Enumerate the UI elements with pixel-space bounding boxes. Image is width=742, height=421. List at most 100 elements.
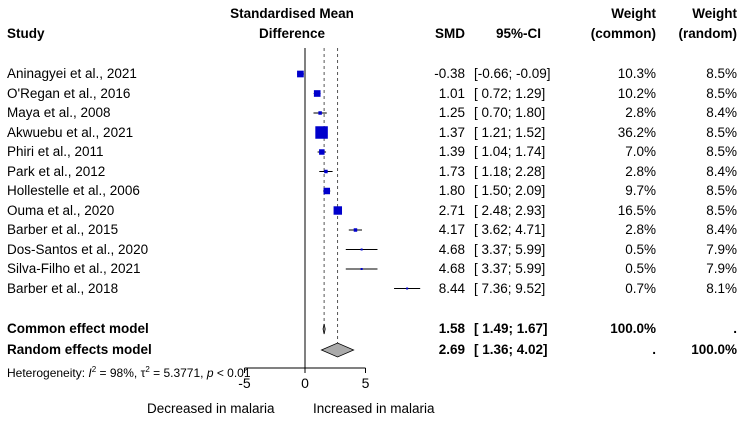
common-weight-common: 100.0%	[610, 321, 656, 336]
study-square	[360, 248, 363, 251]
study-smd: 1.80	[438, 183, 465, 198]
study-name: Phiri et al., 2011	[7, 144, 104, 159]
study-weight-random: 8.5%	[706, 202, 737, 218]
study-ci: [ 0.72; 1.29]	[474, 85, 546, 101]
study-weight-common: 10.3%	[617, 66, 656, 81]
study-ci: [ 3.37; 5.99]	[474, 261, 546, 276]
header-ci: 95%-CI	[495, 26, 541, 41]
header-plot-line1: Standardised Mean	[230, 6, 354, 21]
common-effect-diamond	[322, 323, 326, 335]
study-smd: 8.44	[438, 280, 465, 296]
study-smd: 1.39	[438, 144, 465, 159]
study-ci: [ 7.36; 9.52]	[474, 280, 546, 296]
study-smd: 4.68	[438, 261, 465, 276]
i2-value: = 98%,	[96, 366, 141, 380]
study-square	[318, 111, 322, 115]
study-name: Maya et al., 2008	[7, 105, 111, 120]
random-weight-random: 100.0%	[691, 342, 737, 357]
i2-exp: 2	[91, 365, 97, 374]
study-name: Silva-Filho et al., 2021	[7, 261, 141, 276]
study-weight-random: 8.4%	[706, 105, 737, 120]
heterogeneity-prefix: Heterogeneity:	[7, 366, 89, 380]
study-weight-random: 8.5%	[706, 66, 737, 81]
study-ci: [ 1.18; 2.28]	[474, 163, 546, 179]
i2-symbol: I	[88, 366, 92, 380]
study-name: Hollestelle et al., 2006	[7, 183, 140, 198]
study-weight-random: 8.5%	[706, 124, 737, 140]
p-symbol: p	[206, 366, 214, 380]
study-weight-random: 7.9%	[706, 241, 737, 257]
study-smd: 1.73	[438, 163, 465, 179]
random-ci: [ 1.36; 4.02]	[474, 342, 548, 357]
study-weight-common: 10.2%	[617, 85, 656, 101]
study-weight-random: 8.5%	[706, 85, 737, 101]
study-name: Park et al., 2012	[7, 163, 106, 179]
study-smd: 1.01	[438, 85, 465, 101]
study-name: Ouma et al., 2020	[7, 202, 115, 218]
header-weight-common-line2: (common)	[590, 26, 656, 41]
random-effects-diamond	[320, 342, 355, 358]
random-effects-label: Random effects model	[7, 342, 152, 357]
study-weight-common: 2.8%	[625, 222, 656, 237]
header-weight-random-line1: Weight	[692, 6, 737, 21]
random-weight-common: .	[652, 342, 656, 357]
study-weight-common: 0.5%	[625, 261, 656, 276]
study-square	[313, 90, 321, 97]
study-weight-random: 8.4%	[706, 163, 737, 179]
tau-exp: 2	[145, 365, 150, 374]
tau-symbol: τ	[140, 366, 146, 380]
study-weight-common: 0.7%	[625, 280, 656, 296]
study-smd: 4.68	[438, 241, 465, 257]
study-weight-common: 2.8%	[625, 163, 656, 179]
header-study: Study	[7, 26, 45, 41]
study-square	[319, 149, 325, 155]
study-weight-common: 16.5%	[617, 202, 656, 218]
tau-value: = 5.3771,	[149, 366, 207, 380]
heterogeneity-text: Heterogeneity: I2 = 98%, τ2 = 5.3771, p …	[7, 362, 251, 381]
study-square	[323, 187, 331, 195]
x-axis-tick-label: 0	[301, 375, 309, 391]
study-smd: -0.38	[434, 66, 465, 81]
study-weight-common: 9.7%	[625, 183, 656, 198]
study-ci: [ 3.37; 5.99]	[474, 241, 546, 257]
study-square	[406, 287, 409, 290]
header-weight-random-line2: (random)	[678, 26, 738, 41]
common-smd: 1.58	[438, 321, 465, 336]
study-ci: [ 1.21; 1.52]	[474, 124, 546, 140]
study-weight-common: 36.2%	[617, 124, 656, 140]
study-square	[297, 70, 304, 78]
common-effect-label: Common effect model	[7, 321, 149, 336]
header-smd: SMD	[435, 26, 465, 41]
study-square	[324, 169, 328, 174]
study-ci: [ 3.62; 4.71]	[474, 222, 546, 237]
study-ci: [-0.66; -0.09]	[474, 66, 551, 81]
study-ci: [ 1.50; 2.09]	[474, 183, 546, 198]
study-square	[353, 228, 358, 232]
study-name: Aninagyei et al., 2021	[7, 66, 137, 81]
study-name: Dos-Santos et al., 2020	[7, 241, 149, 257]
x-axis-tick-label: -5	[238, 375, 251, 391]
study-ci: [ 1.04; 1.74]	[474, 144, 546, 159]
random-smd: 2.69	[438, 342, 465, 357]
study-name: Barber et al., 2015	[7, 222, 119, 237]
study-weight-random: 7.9%	[706, 261, 737, 276]
study-ci: [ 2.48; 2.93]	[474, 202, 546, 218]
study-weight-random: 8.4%	[706, 222, 737, 237]
header-weight-common-line1: Weight	[611, 6, 656, 21]
study-weight-common: 7.0%	[625, 144, 656, 159]
common-weight-random: .	[733, 321, 737, 336]
study-name: Barber et al., 2018	[7, 280, 119, 296]
study-name: O'Regan et al., 2016	[7, 85, 131, 101]
study-smd: 4.17	[438, 222, 465, 237]
study-name: Akwuebu et al., 2021	[7, 124, 134, 140]
study-smd: 2.71	[438, 202, 465, 218]
study-weight-random: 8.1%	[706, 280, 737, 296]
common-ci: [ 1.49; 1.67]	[474, 321, 548, 336]
study-square	[315, 126, 328, 139]
study-smd: 1.37	[438, 124, 465, 140]
study-weight-common: 0.5%	[625, 241, 656, 257]
x-axis-tick-label: 5	[362, 375, 370, 391]
study-ci: [ 0.70; 1.80]	[474, 105, 546, 120]
header-plot-line2: Difference	[258, 26, 326, 41]
